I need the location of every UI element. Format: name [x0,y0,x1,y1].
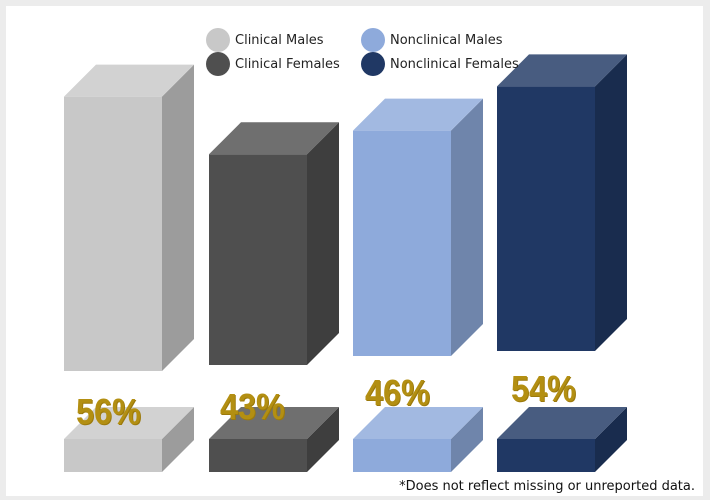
bar-nonclinical-males-front [353,130,451,356]
bar-clinical-males-front [64,96,162,371]
legend-label: Clinical Males [235,32,324,48]
bar-nonclinical-females-side [595,54,627,352]
value-label-clinical-females: 43% [220,386,285,427]
bar-base-clinical-females-front [209,439,307,472]
bar-base-clinical-females-top [209,407,339,439]
bar-base-nonclinical-females-top [497,407,627,439]
bar-nonclinical-males-top [353,98,483,131]
legend-swatch [361,28,385,52]
bar-nonclinical-females-top [497,54,627,87]
footnote: *Does not reflect missing or unreported … [399,479,695,494]
bar-base-clinical-females-side [307,407,339,472]
value-label-clinical-males: 56% [76,391,141,432]
legend-item-clinical-males: Clinical Males [206,28,324,52]
bar-base-nonclinical-females-front [497,439,595,472]
value-label-nonclinical-females: 54% [511,368,576,409]
legend-swatch [206,52,230,76]
legend-swatch [361,52,385,76]
legend-label: Nonclinical Males [390,32,503,48]
bar-clinical-females-top [209,122,339,155]
bar-nonclinical-males-side [451,98,483,356]
legend-label: Nonclinical Females [390,56,519,72]
legend-swatch [206,28,230,52]
value-label-nonclinical-males: 46% [365,372,430,413]
bar-base-clinical-males-side [162,407,194,472]
legend-item-clinical-females: Clinical Females [206,52,340,76]
legend-label: Clinical Females [235,56,340,72]
chart-frame: Clinical Males Clinical Females Nonclini… [6,6,703,496]
legend-item-nonclinical-males: Nonclinical Males [361,28,503,52]
bar-base-nonclinical-males-top [353,407,483,439]
bar-base-nonclinical-males-front [353,439,451,472]
bar-nonclinical-females-front [497,86,595,352]
legend-item-nonclinical-females: Nonclinical Females [361,52,519,76]
bar-clinical-males-side [162,64,194,371]
bar-chart [64,54,627,472]
bar-base-nonclinical-females-side [595,407,627,472]
bar-base-clinical-males-top [64,407,194,439]
bar-clinical-males-top [64,64,194,97]
bar-clinical-females-side [307,122,339,365]
bar-base-nonclinical-males-side [451,407,483,472]
bar-clinical-females-front [209,154,307,365]
bar-base-clinical-males-front [64,439,162,472]
